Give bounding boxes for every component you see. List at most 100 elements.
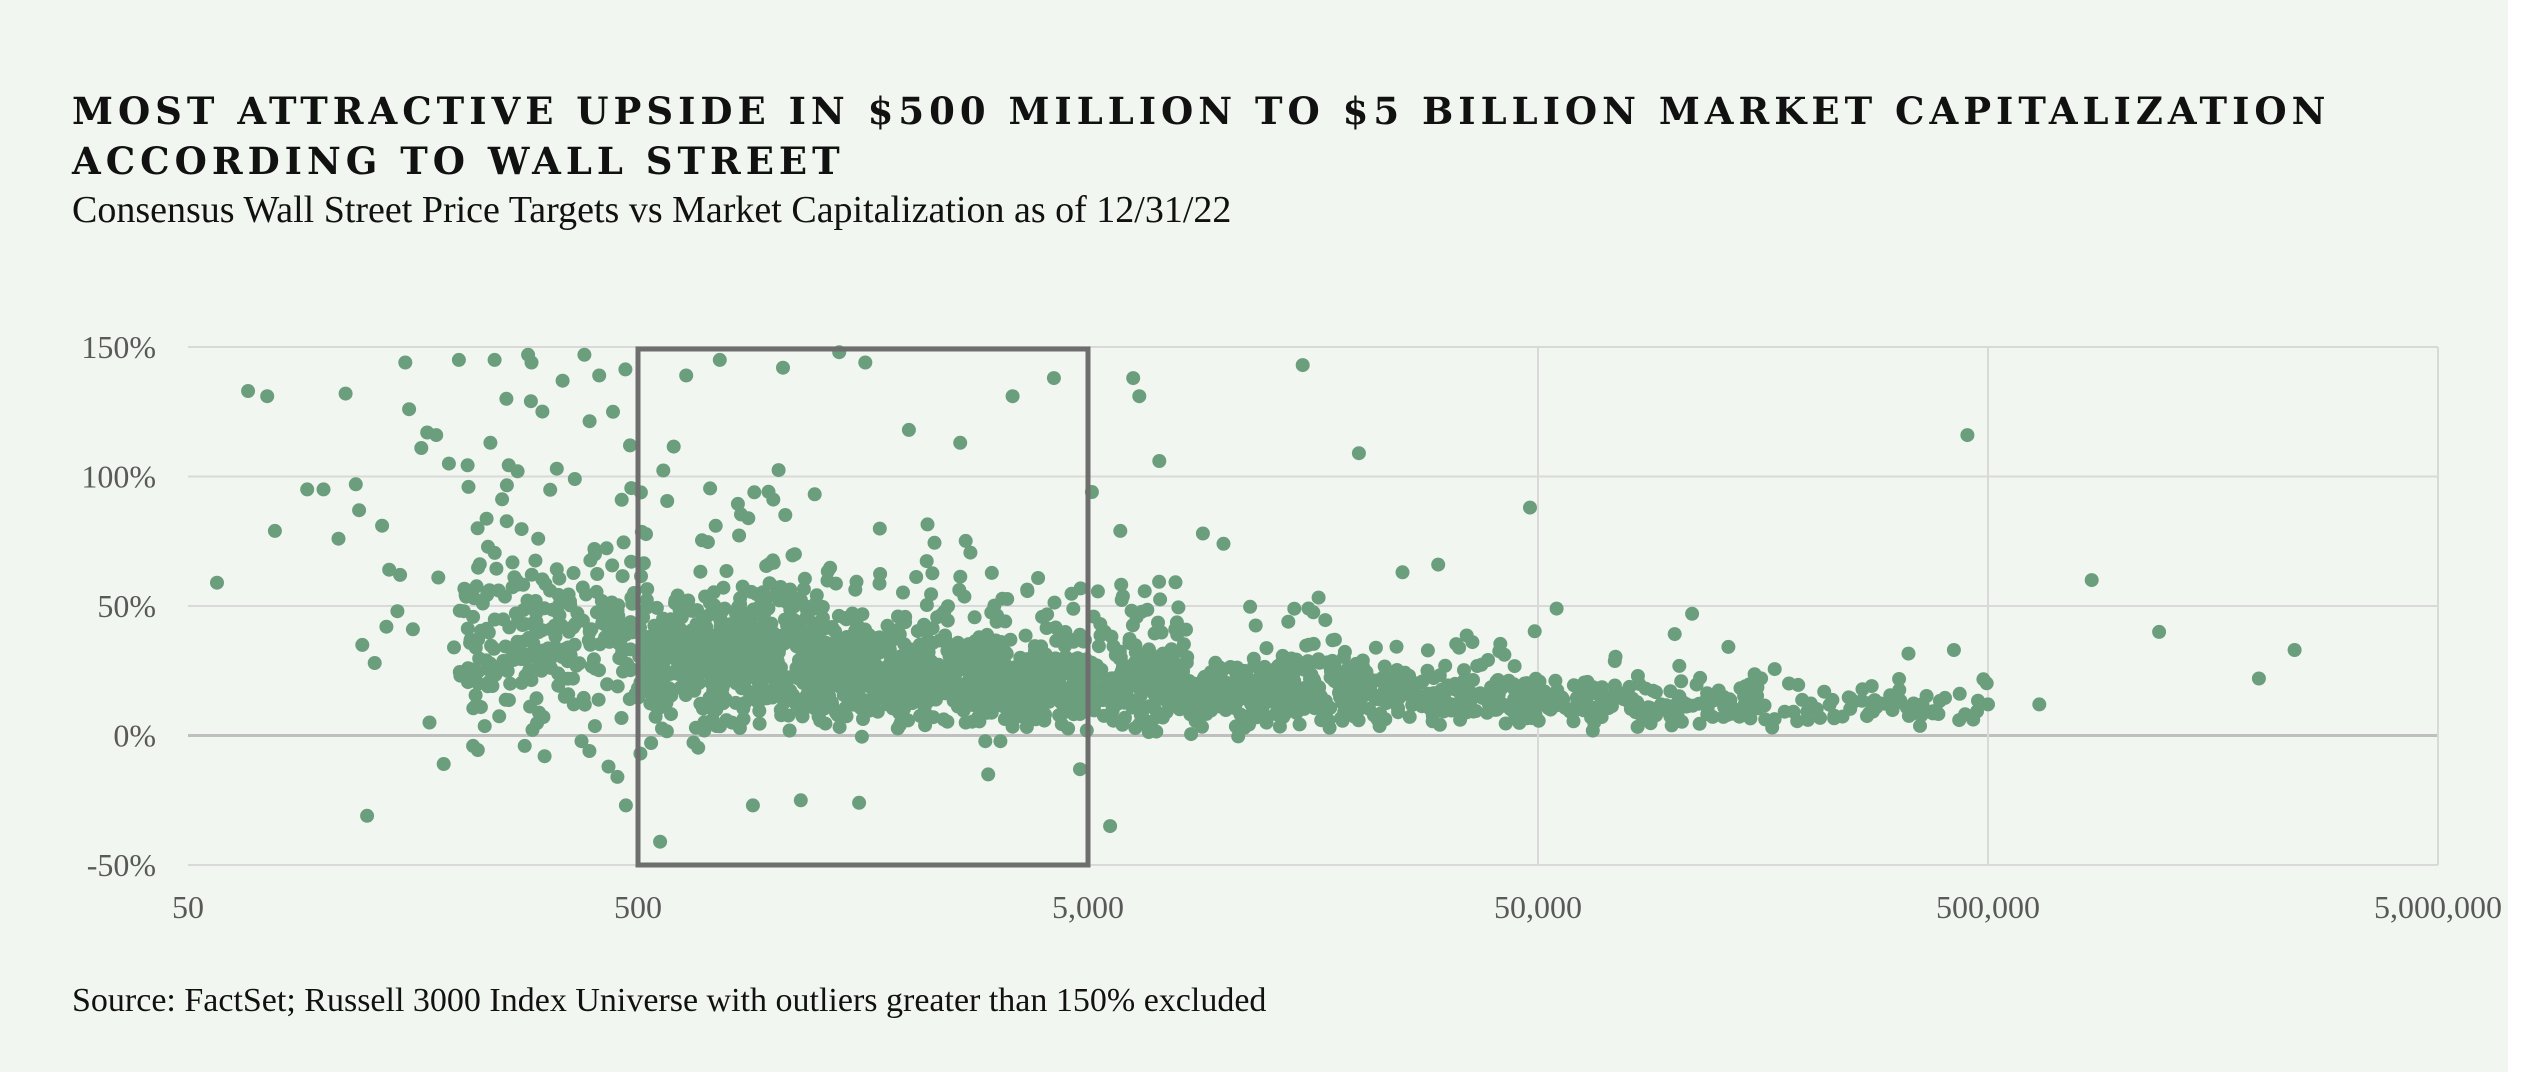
data-point [707,677,721,692]
data-point [1667,627,1682,642]
data-point [937,604,952,619]
data-point [1689,677,1704,692]
data-point [919,598,934,612]
data-point [1096,708,1111,723]
data-point [671,656,686,671]
data-point [781,708,796,723]
data-point [1091,639,1106,654]
data-point [1391,705,1406,720]
data-point [453,668,468,683]
data-point [670,588,685,603]
data-point [1672,658,1687,673]
data-point [1700,707,1715,722]
data-point [890,622,905,637]
data-point [737,674,752,689]
data-point [1595,680,1609,695]
data-point [1097,624,1112,639]
data-point [919,554,934,569]
data-point [1204,676,1219,691]
data-point [828,624,843,639]
source-note: Source: FactSet; Russell 3000 Index Univ… [72,982,1267,1019]
data-point [551,678,566,693]
data-point [1913,718,1927,733]
data-point [880,697,895,712]
data-point [896,585,910,600]
data-point [1855,693,1869,708]
data-point [1066,601,1081,616]
data-point [709,649,724,664]
data-point [567,618,582,633]
data-point [452,603,467,618]
data-point [300,482,315,497]
data-point [996,675,1011,690]
data-point [1365,687,1380,702]
data-point [466,609,481,624]
data-point [1237,720,1252,735]
data-point [549,461,564,476]
data-point [1313,689,1328,704]
data-point [390,604,405,619]
data-point [422,715,437,730]
data-point [1813,710,1828,725]
data-point [1216,536,1231,551]
data-point [1389,639,1404,654]
data-point [2251,671,2266,686]
data-point [1491,673,1505,687]
data-point [927,535,942,550]
data-point [595,616,610,631]
data-point [1549,601,1564,616]
data-point [832,720,847,735]
data-point [405,622,420,637]
data-point [352,503,367,518]
data-point [623,661,638,676]
data-point [913,669,928,684]
data-point [994,635,1009,649]
data-point [487,545,502,560]
data-point [752,716,767,731]
data-point [1143,647,1158,662]
data-point [606,404,620,419]
data-point [1901,646,1916,661]
data-point [605,558,620,573]
data-point [601,759,616,774]
data-point [870,704,885,719]
data-point [1064,586,1079,601]
data-point [1214,664,1229,679]
data-point [469,579,484,594]
data-point [1523,500,1537,515]
data-point [764,616,779,631]
chart-subtitle: Consensus Wall Street Price Targets vs M… [72,189,1232,231]
data-point [761,484,776,499]
data-point [1168,622,1183,637]
data-point [1378,712,1393,727]
data-point [1481,653,1495,667]
data-point [552,571,567,586]
data-point [1259,715,1274,730]
data-point [367,656,382,670]
data-point [640,582,655,597]
data-point [1018,628,1033,643]
data-point [537,749,552,764]
data-point [471,560,486,575]
data-point [787,547,802,562]
data-point [1351,713,1366,728]
data-point [918,645,933,660]
data-point [2152,624,2167,639]
data-point [1371,673,1386,688]
data-point [906,693,921,708]
data-point [1630,719,1645,734]
data-point [375,518,390,533]
data-point [599,541,614,556]
data-point [1492,644,1507,659]
data-point [901,422,916,437]
data-point [812,662,827,677]
data-point [708,518,723,533]
data-point [1485,697,1500,712]
data-point [2032,697,2047,712]
data-point [1507,659,1522,674]
data-point [579,587,593,602]
data-point [1016,692,1031,707]
data-point [660,621,675,635]
data-point [498,692,513,707]
data-point [771,586,786,601]
